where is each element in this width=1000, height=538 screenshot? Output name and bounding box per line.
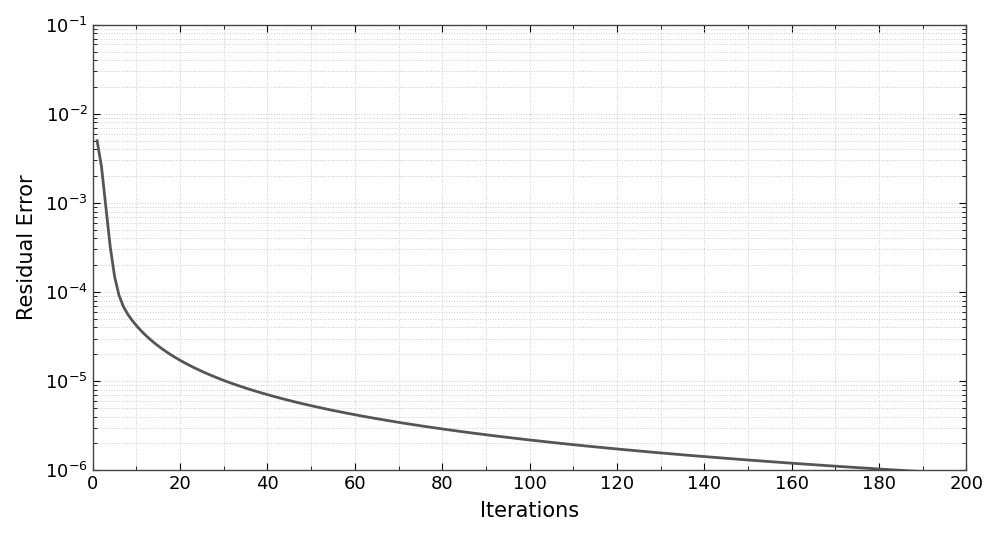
Y-axis label: Residual Error: Residual Error xyxy=(17,175,37,320)
X-axis label: Iterations: Iterations xyxy=(480,501,579,521)
